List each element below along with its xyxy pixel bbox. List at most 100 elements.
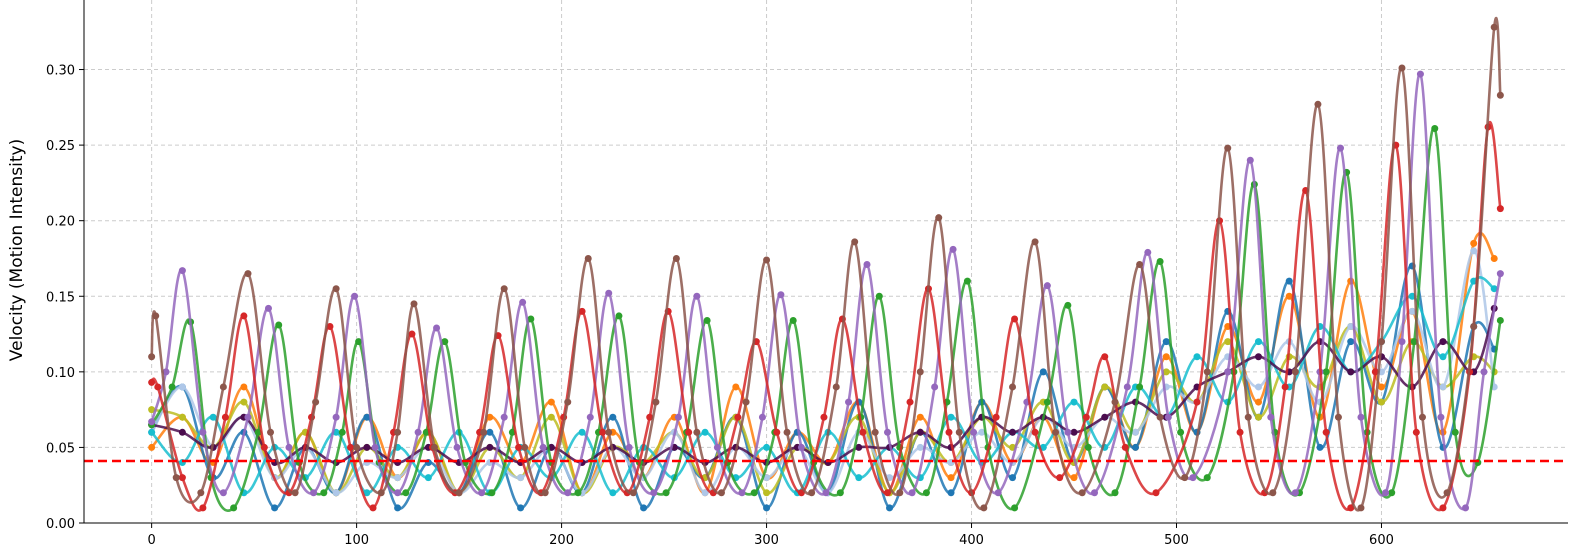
series-marker (369, 504, 377, 512)
series-marker (822, 489, 830, 497)
series-marker (713, 443, 721, 451)
series-marker (945, 428, 953, 436)
series-marker (275, 321, 283, 329)
series-marker (320, 489, 328, 497)
series-marker (547, 398, 555, 406)
series-marker (963, 277, 971, 285)
series-marker (1347, 368, 1355, 376)
series-marker (488, 489, 496, 497)
series-marker (363, 443, 371, 451)
series-marker (875, 292, 883, 300)
series-marker (763, 443, 771, 451)
series-marker (1070, 474, 1078, 482)
series-marker (1009, 383, 1017, 391)
series-marker (500, 413, 508, 421)
series-marker (332, 489, 340, 497)
series-marker (240, 383, 248, 391)
series-marker (871, 428, 879, 436)
series-marker (773, 428, 781, 436)
series-marker (832, 383, 840, 391)
series-marker (244, 413, 252, 421)
series-marker (586, 413, 594, 421)
series-marker (640, 504, 648, 512)
series-marker (402, 489, 410, 497)
series-marker (1490, 285, 1498, 293)
series-marker (1123, 383, 1131, 391)
series-marker (1377, 383, 1385, 391)
series-marker (1269, 489, 1277, 497)
series-marker (1011, 504, 1019, 512)
series-marker (433, 324, 441, 332)
series-marker (947, 474, 955, 482)
series-marker (1244, 413, 1252, 421)
series-marker (541, 489, 549, 497)
series-marker (994, 489, 1002, 497)
series-marker (605, 428, 613, 436)
series-marker (916, 413, 924, 421)
y-tick-label: 0.05 (46, 441, 75, 456)
series-marker (1091, 489, 1099, 497)
series-marker (291, 489, 299, 497)
series-marker (701, 428, 709, 436)
series-marker (1388, 489, 1396, 497)
series-marker (355, 338, 363, 346)
series-marker (916, 428, 924, 436)
series-marker (1470, 322, 1478, 330)
series-marker (564, 489, 572, 497)
series-marker (547, 413, 555, 421)
series-marker (410, 300, 418, 308)
series-marker (1101, 353, 1109, 361)
series-marker (154, 383, 162, 391)
series-marker (783, 428, 791, 436)
series-marker (168, 383, 176, 391)
series-marker (1418, 413, 1426, 421)
series-marker (1291, 368, 1299, 376)
series-marker (431, 443, 439, 451)
series-marker (1203, 368, 1211, 376)
series-marker (1398, 338, 1406, 346)
series-marker (1162, 353, 1170, 361)
series-marker (1281, 383, 1289, 391)
series-marker (1451, 428, 1459, 436)
y-tick-label: 0.25 (46, 139, 75, 154)
series-marker (1052, 428, 1060, 436)
series-marker (1121, 443, 1129, 451)
series-marker (1285, 292, 1293, 300)
series-marker (1084, 443, 1092, 451)
series-marker (742, 398, 750, 406)
series-marker (408, 330, 416, 338)
series-marker (564, 398, 572, 406)
series-marker (1316, 443, 1324, 451)
series-marker (578, 428, 586, 436)
series-marker (1236, 428, 1244, 436)
series-marker (717, 489, 725, 497)
series-marker (1031, 238, 1039, 246)
series-marker (1132, 428, 1140, 436)
series-marker (332, 413, 340, 421)
series-marker (1377, 398, 1385, 406)
series-marker (1224, 368, 1232, 376)
series-marker (455, 489, 463, 497)
series-marker (574, 489, 582, 497)
x-tick-label: 200 (549, 533, 574, 548)
series-marker (178, 413, 186, 421)
series-marker (1136, 261, 1144, 269)
series-marker (758, 413, 766, 421)
series-marker (199, 428, 207, 436)
series-line (150, 16, 1502, 512)
series-marker (453, 443, 461, 451)
series-marker (197, 489, 205, 497)
series-marker (851, 238, 859, 246)
series-marker (1470, 239, 1478, 247)
x-tick-label: 600 (1369, 533, 1394, 548)
series-marker (441, 338, 449, 346)
series-marker (1177, 428, 1185, 436)
series-marker (264, 304, 272, 312)
series-marker (260, 443, 268, 451)
series-marker (855, 474, 863, 482)
series-marker (377, 489, 385, 497)
series-marker (1408, 307, 1416, 315)
series-marker (1009, 428, 1017, 436)
series-marker (517, 504, 525, 512)
